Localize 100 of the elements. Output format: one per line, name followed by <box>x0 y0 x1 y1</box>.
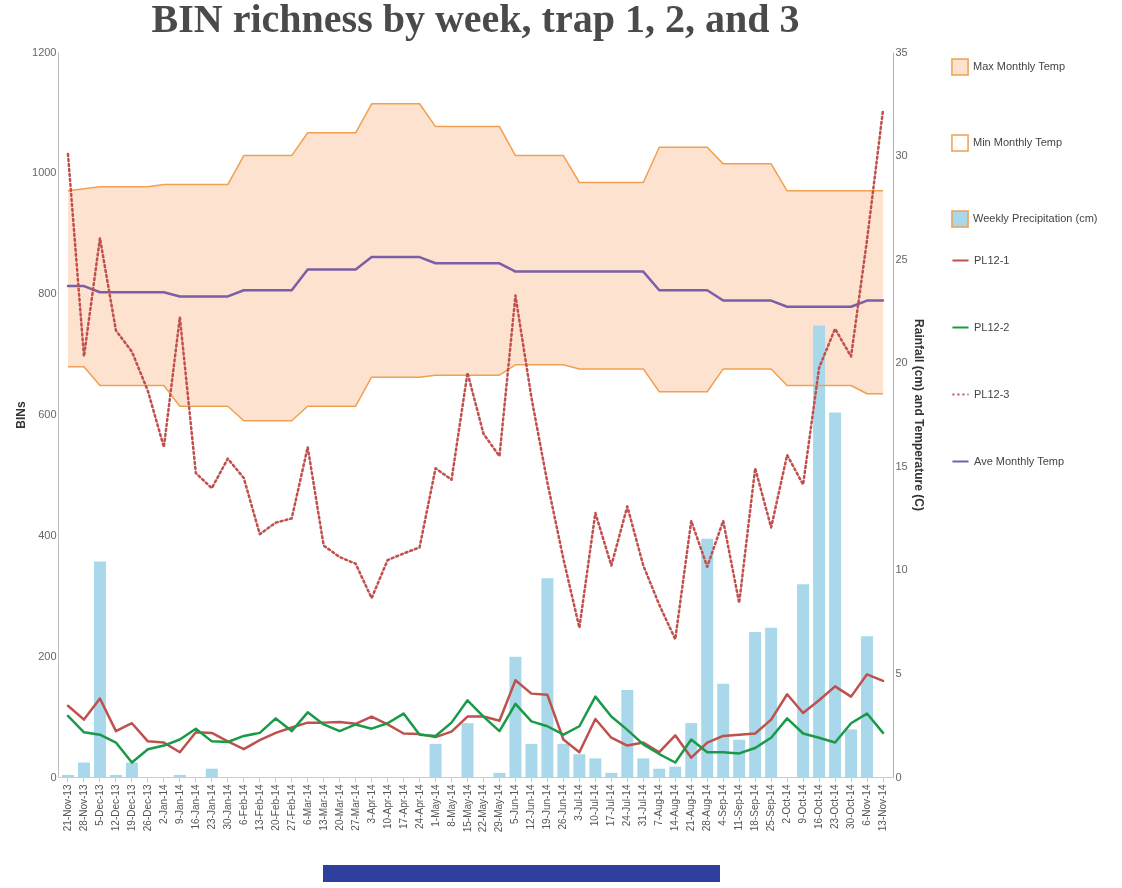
line-series <box>66 695 885 764</box>
bar <box>733 739 746 777</box>
bar <box>717 683 730 777</box>
x-tick-label: 2-Oct-14 <box>781 784 793 824</box>
legend-label: Min Monthly Temp <box>973 136 1063 148</box>
bar <box>797 584 810 777</box>
x-tick-label: 19-Dec-13 <box>125 784 137 832</box>
x-tick-label: 27-Feb-14 <box>285 784 297 831</box>
bar <box>557 743 570 777</box>
x-tick-label: 3-Apr-14 <box>365 784 377 824</box>
x-tick-label: 1-May-14 <box>429 784 441 827</box>
bar <box>829 412 842 777</box>
bar <box>605 772 618 777</box>
y2-tick-label: 0 <box>895 770 902 783</box>
x-tick-label: 24-Apr-14 <box>413 784 425 829</box>
bar <box>621 690 634 777</box>
x-tick-label: 23-Oct-14 <box>829 784 841 829</box>
bar <box>525 743 538 777</box>
bar <box>861 636 874 777</box>
legend-label: Weekly Precipitation (cm) <box>973 212 1098 224</box>
x-tick-label: 15-May-14 <box>461 784 473 833</box>
x-tick-label: 26-Jun-14 <box>557 784 569 830</box>
x-tick-label: 20-Feb-14 <box>269 784 281 831</box>
x-tick-label: 20-Mar-14 <box>333 784 345 831</box>
x-tick-label: 19-Jun-14 <box>541 784 553 830</box>
legend-label: Ave Monthly Temp <box>974 454 1065 467</box>
x-tick-label: 5-Dec-13 <box>93 784 105 826</box>
bar <box>109 774 122 777</box>
x-tick-label: 26-Dec-13 <box>141 784 153 832</box>
bar <box>845 729 858 777</box>
x-tick-label: 3-Jul-14 <box>573 784 585 821</box>
x-tick-label: 17-Apr-14 <box>397 784 409 829</box>
y-tick-label: 0 <box>50 770 57 783</box>
x-tick-label: 22-May-14 <box>477 784 489 833</box>
x-tick-label: 10-Apr-14 <box>381 784 393 829</box>
x-tick-label: 30-Jan-14 <box>221 784 233 830</box>
legend-label: Max Monthly Temp <box>973 60 1066 72</box>
bar <box>429 743 442 777</box>
x-tick-label: 5-Jun-14 <box>509 784 521 824</box>
bar <box>541 578 554 777</box>
bar <box>125 762 138 777</box>
x-tick-label: 28-Aug-14 <box>701 784 713 832</box>
x-tick-label: 6-Feb-14 <box>237 784 249 826</box>
x-tick-label: 12-Jun-14 <box>525 784 537 830</box>
chart-title: BIN richness by week, trap 1, 2, and 3 <box>151 0 800 41</box>
x-tick-label: 16-Oct-14 <box>813 784 825 829</box>
x-tick-label: 10-Jul-14 <box>589 784 601 827</box>
x-tick-label: 24-Jul-14 <box>621 784 633 827</box>
x-tick-label: 17-Jul-14 <box>605 784 617 827</box>
y2-tick-label: 10 <box>895 563 908 576</box>
x-tick-label: 14-Aug-14 <box>669 784 681 832</box>
line-series <box>66 673 885 759</box>
bar <box>669 766 682 777</box>
x-tick-label: 30-Oct-14 <box>845 784 857 829</box>
x-tick-label: 9-Jan-14 <box>173 784 185 824</box>
bar <box>653 768 666 777</box>
x-tick-label: 21-Nov-13 <box>61 784 73 832</box>
bar <box>205 768 218 777</box>
x-tick-label: 28-Nov-13 <box>77 784 89 832</box>
x-tick-label: 9-Oct-14 <box>797 784 809 824</box>
y2-tick-label: 35 <box>895 45 908 58</box>
bar <box>77 762 90 777</box>
x-tick-label: 25-Sep-14 <box>765 784 777 832</box>
x-tick-label: 4-Sep-14 <box>717 784 729 826</box>
line-series <box>66 108 885 641</box>
x-tick-label: 7-Aug-14 <box>653 784 665 826</box>
bar <box>765 627 778 777</box>
x-tick-label: 29-May-14 <box>493 784 505 833</box>
line-series <box>66 255 885 309</box>
x-tick-label: 16-Jan-14 <box>189 784 201 830</box>
y-tick-label: 600 <box>38 408 57 420</box>
y2-axis-title: Rainfall (cm) and Temperature (C) <box>911 319 926 511</box>
y2-tick-label: 30 <box>895 149 908 162</box>
bar <box>461 723 474 777</box>
x-tick-label: 13-Feb-14 <box>253 784 265 831</box>
bar <box>493 772 506 777</box>
legend-label: PL12-2 <box>974 320 1010 333</box>
y2-tick-label: 25 <box>895 252 908 265</box>
x-tick-label: 13-Nov-14 <box>877 784 889 832</box>
x-tick-label: 18-Sep-14 <box>749 784 761 832</box>
y2-tick-label: 5 <box>895 666 902 679</box>
bar <box>573 754 586 777</box>
x-tick-label: 31-Jul-14 <box>637 784 649 827</box>
y2-tick-label: 20 <box>895 356 908 369</box>
y-tick-label: 200 <box>38 649 57 662</box>
y2-tick-label: 15 <box>895 459 908 472</box>
x-tick-label: 23-Jan-14 <box>205 784 217 830</box>
bar <box>62 774 74 777</box>
y-tick-label: 800 <box>38 287 57 300</box>
x-tick-label: 8-May-14 <box>445 784 457 827</box>
x-tick-label: 13-Mar-14 <box>317 784 329 831</box>
bar <box>813 325 826 777</box>
bar <box>701 538 714 777</box>
x-tick-label: 2-Jan-14 <box>157 784 169 824</box>
x-tick-label: 11-Sep-14 <box>733 784 745 831</box>
bar <box>589 758 602 777</box>
y-tick-label: 400 <box>38 528 57 541</box>
x-tick-label: 21-Aug-14 <box>685 784 697 832</box>
bar <box>637 758 650 777</box>
bar <box>509 656 522 777</box>
